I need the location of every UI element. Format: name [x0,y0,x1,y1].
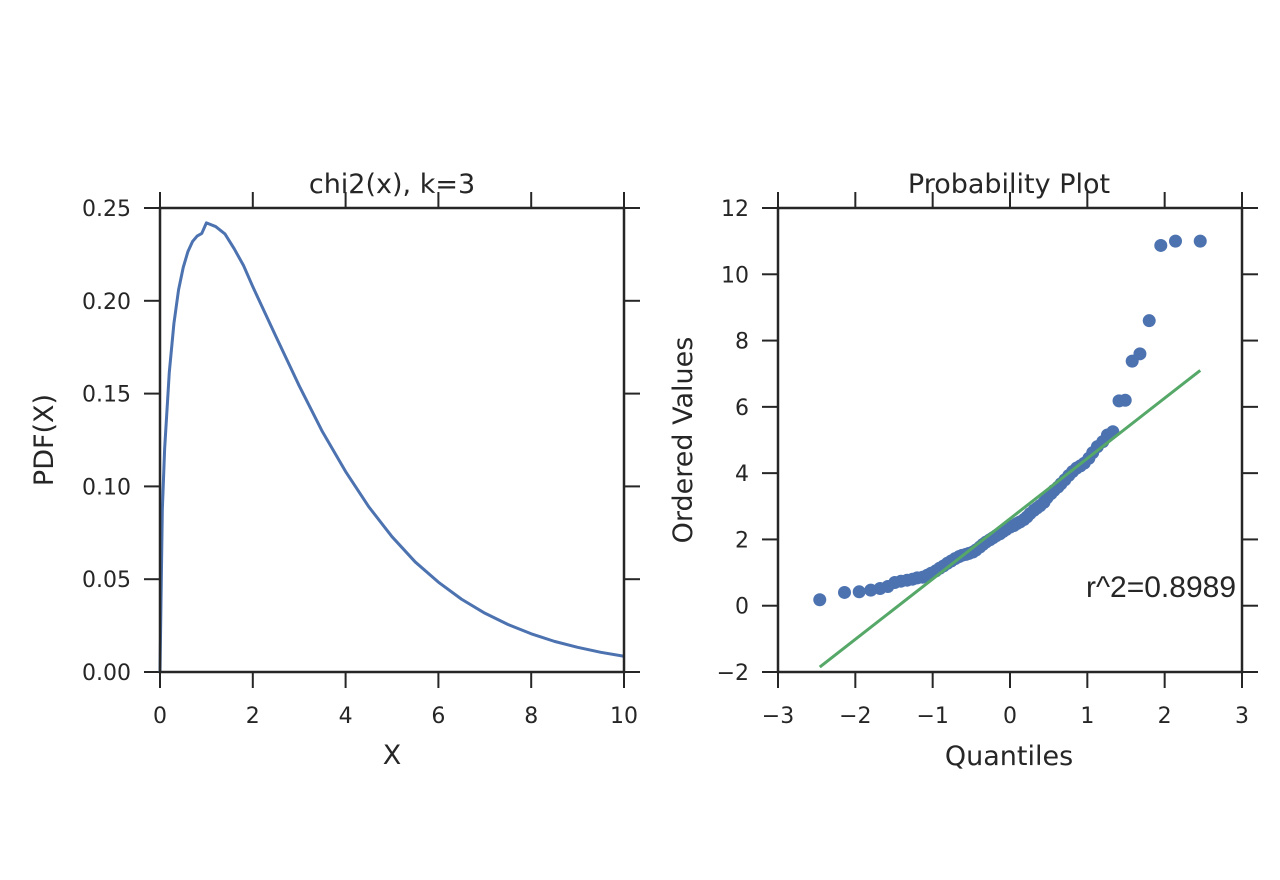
pdf-chart-ytick-label: 0.00 [82,661,131,686]
pdf-curve [158,221,625,673]
pdf-chart-ytick-label: 0.05 [82,568,131,593]
probability-plot-xtick-label: 3 [1235,704,1249,729]
pdf-chart-xtick-label: 6 [431,704,445,729]
probability-plot-ytick-label: 12 [721,197,749,222]
pdf-chart-xtick-label: 10 [610,704,638,729]
pdf-chart-marks [158,221,625,673]
probability-plot-ytick-label: 2 [735,528,749,553]
probability-plot-frame [776,206,1244,674]
pdf-chart-xtick-label: 4 [339,704,353,729]
pdf-chart-ytick-label: 0.10 [82,475,131,500]
pdf-chart-frame [158,206,626,674]
pdf-chart-ytick-label: 0.25 [82,197,131,222]
probability-plot-ytick-label: 10 [721,263,749,288]
data-point [1142,314,1156,328]
pdf-chart-title: chi2(x), k=3 [309,169,475,200]
probability-plot-xtick-label: −3 [762,704,794,729]
pdf-chart-ylabel: PDF(X) [29,394,60,486]
probability-plot-ytick-label: 4 [735,462,749,487]
probability-plot-marks [813,234,1207,669]
data-point [1154,238,1168,252]
probability-plot-xtick-label: −1 [916,704,948,729]
r-squared-annotation: r^2=0.8989 [1086,571,1236,604]
pdf-chart-ticks: 0 2 4 6 8 10 0.00 0.05 0.10 0.15 0.20 0.25 [82,192,640,729]
data-point [1133,347,1147,361]
pdf-chart-xtick-label: 8 [524,704,538,729]
probability-plot-xtick-label: 1 [1080,704,1094,729]
pdf-chart-xlabel: X [383,740,402,771]
probability-plot-ytick-label: −2 [717,661,749,686]
probability-plot-xtick-label: −2 [839,704,871,729]
pdf-chart-xtick-label: 0 [153,704,167,729]
probability-plot-xtick-label: 0 [1003,704,1017,729]
probability-plot-ytick-label: 0 [735,595,749,620]
probability-plot-xlabel: Quantiles [945,741,1073,772]
probability-plot: Probability Plot Quantiles Ordered Value… [668,169,1258,772]
data-point [813,593,827,607]
probability-plot-ylabel: Ordered Values [668,337,699,544]
pdf-chart-xtick-label: 2 [246,704,260,729]
fit-line [818,369,1202,669]
probability-plot-ytick-label: 8 [735,330,749,355]
data-point [1118,393,1132,407]
pdf-chart-ytick-label: 0.15 [82,383,131,408]
probability-plot-xtick-label: 2 [1158,704,1172,729]
data-point [838,585,852,599]
data-point [1193,234,1207,248]
pdf-chart-ytick-label: 0.20 [82,290,131,315]
probability-plot-ytick-label: 6 [735,396,749,421]
data-point [1168,234,1182,248]
data-point [852,585,866,599]
pdf-chart: chi2(x), k=3 X PDF(X) 0 2 4 6 8 10 0.00 0.05 0.1… [29,169,640,771]
